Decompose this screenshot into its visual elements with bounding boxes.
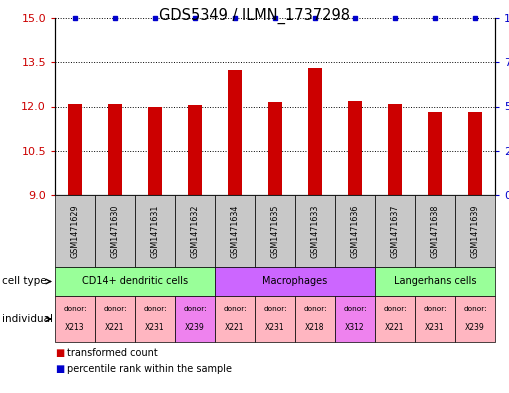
Text: GSM1471637: GSM1471637 xyxy=(390,204,400,258)
Text: GSM1471639: GSM1471639 xyxy=(470,204,479,258)
Text: donor:: donor: xyxy=(383,306,407,312)
Text: GSM1471630: GSM1471630 xyxy=(110,204,120,258)
Text: X239: X239 xyxy=(185,323,205,332)
Text: GSM1471632: GSM1471632 xyxy=(190,204,200,258)
Text: X221: X221 xyxy=(105,323,125,332)
Text: donor:: donor: xyxy=(63,306,87,312)
Bar xyxy=(388,103,402,195)
Text: Langerhans cells: Langerhans cells xyxy=(394,277,476,286)
Text: X239: X239 xyxy=(465,323,485,332)
Bar xyxy=(308,68,322,195)
Text: donor:: donor: xyxy=(103,306,127,312)
Text: X231: X231 xyxy=(265,323,285,332)
Bar xyxy=(348,101,362,195)
Bar xyxy=(428,112,442,195)
Bar xyxy=(108,103,122,195)
Text: donor:: donor: xyxy=(423,306,447,312)
Text: donor:: donor: xyxy=(463,306,487,312)
Text: X221: X221 xyxy=(385,323,405,332)
Text: X213: X213 xyxy=(65,323,85,332)
Text: cell type: cell type xyxy=(2,277,47,286)
Text: X231: X231 xyxy=(145,323,165,332)
Bar xyxy=(228,70,242,195)
Text: GSM1471633: GSM1471633 xyxy=(310,204,320,258)
Text: ■: ■ xyxy=(55,364,64,374)
Text: donor:: donor: xyxy=(263,306,287,312)
Text: X218: X218 xyxy=(305,323,325,332)
Text: CD14+ dendritic cells: CD14+ dendritic cells xyxy=(82,277,188,286)
Bar xyxy=(468,112,482,195)
Text: X231: X231 xyxy=(425,323,445,332)
Text: donor:: donor: xyxy=(343,306,367,312)
Text: donor:: donor: xyxy=(223,306,247,312)
Text: donor:: donor: xyxy=(143,306,167,312)
Text: ■: ■ xyxy=(55,348,64,358)
Text: GSM1471638: GSM1471638 xyxy=(431,204,439,258)
Text: GSM1471634: GSM1471634 xyxy=(231,204,240,258)
Text: donor:: donor: xyxy=(303,306,327,312)
Text: donor:: donor: xyxy=(183,306,207,312)
Text: GSM1471629: GSM1471629 xyxy=(71,204,79,258)
Text: GSM1471631: GSM1471631 xyxy=(151,204,159,258)
Text: GDS5349 / ILMN_1737298: GDS5349 / ILMN_1737298 xyxy=(159,8,350,24)
Bar xyxy=(68,103,82,195)
Text: X312: X312 xyxy=(345,323,365,332)
Bar xyxy=(188,105,202,195)
Text: X221: X221 xyxy=(225,323,245,332)
Text: Macrophages: Macrophages xyxy=(262,277,328,286)
Bar xyxy=(148,107,162,195)
Text: transformed count: transformed count xyxy=(67,348,158,358)
Bar xyxy=(268,102,282,195)
Text: GSM1471636: GSM1471636 xyxy=(351,204,359,258)
Text: individual: individual xyxy=(2,314,53,324)
Text: percentile rank within the sample: percentile rank within the sample xyxy=(67,364,232,374)
Text: GSM1471635: GSM1471635 xyxy=(270,204,279,258)
